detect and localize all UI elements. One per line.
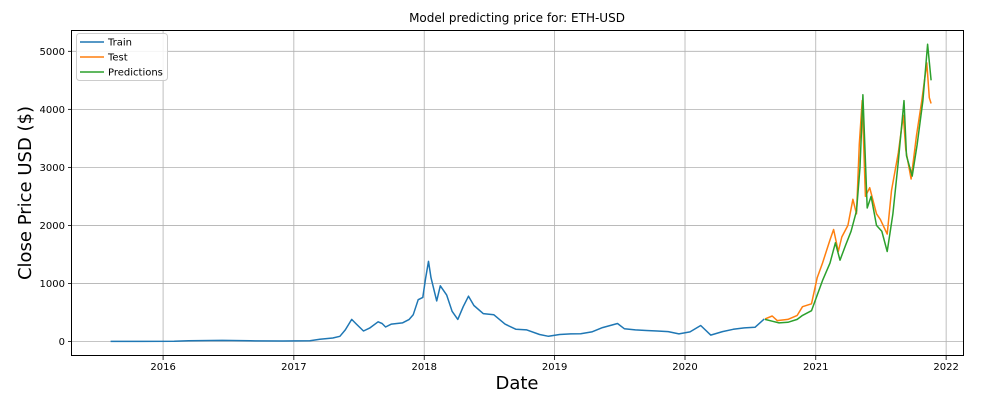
series-line-predictions	[764, 43, 932, 324]
series-line-test	[764, 62, 932, 322]
y-axis-title: Close Price USD ($)	[15, 106, 36, 280]
y-tick-label: 3000	[40, 163, 65, 174]
ticks: 2016 2017 2018 2019 2020 2021 2022 0 1000 2000 300…	[40, 47, 959, 373]
series-line-train	[110, 260, 765, 343]
y-tick-label: 2000	[40, 221, 65, 232]
series-lines	[110, 43, 932, 343]
x-tick-label: 2022	[933, 362, 958, 373]
x-tick-label: 2018	[412, 362, 437, 373]
y-tick-label: 0	[59, 337, 65, 348]
x-tick-label: 2016	[150, 362, 175, 373]
y-tick-label: 5000	[40, 47, 65, 58]
x-tick-label: 2020	[672, 362, 697, 373]
y-tick-label: 4000	[40, 105, 65, 116]
legend-box	[76, 33, 168, 81]
x-tick-label: 2021	[803, 362, 828, 373]
legend-label-train: Train	[107, 38, 132, 49]
grid	[72, 31, 964, 356]
x-axis-title: Date	[495, 373, 538, 394]
plot-frame	[71, 30, 964, 356]
x-tick-label: 2017	[281, 362, 306, 373]
legend-label-predictions: Predictions	[108, 68, 163, 79]
chart-title: Model predicting price for: ETH-USD	[409, 11, 625, 25]
y-tick-label: 1000	[40, 279, 65, 290]
legend: Train Test Predictions	[76, 33, 168, 81]
legend-label-test: Test	[107, 53, 128, 64]
x-tick-label: 2019	[542, 362, 567, 373]
